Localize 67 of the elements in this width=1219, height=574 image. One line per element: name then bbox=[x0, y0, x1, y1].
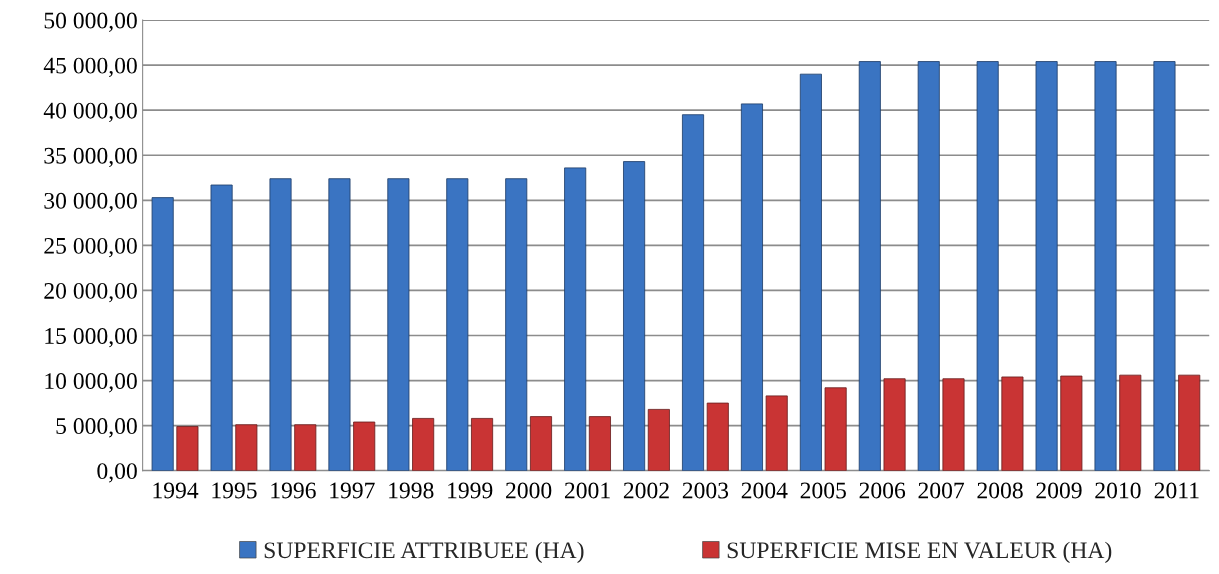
bar bbox=[623, 161, 646, 471]
bar bbox=[235, 424, 258, 471]
x-tick-label: 2009 bbox=[1036, 482, 1082, 499]
bar bbox=[588, 416, 611, 471]
bar bbox=[1178, 374, 1201, 471]
bar bbox=[765, 395, 788, 471]
bar bbox=[564, 167, 587, 471]
bar bbox=[1094, 61, 1117, 471]
y-tick-label: 0,00 bbox=[97, 463, 137, 483]
y-tick-label: 30 000,00 bbox=[44, 192, 137, 213]
bar bbox=[799, 73, 822, 471]
y-tick-label: 5 000,00 bbox=[56, 418, 137, 438]
x-tick-label: 2006 bbox=[859, 482, 906, 499]
bar bbox=[151, 197, 174, 471]
y-tick-label: 20 000,00 bbox=[44, 282, 137, 303]
y-tick-label: 50 000,00 bbox=[44, 12, 137, 32]
bar bbox=[682, 114, 705, 471]
bar bbox=[1153, 61, 1176, 471]
y-tick-label: 15 000,00 bbox=[45, 327, 137, 348]
legend-label: SUPERFICIE MISE EN VALEUR (HA) bbox=[727, 541, 1112, 564]
x-tick-label: 1996 bbox=[271, 482, 316, 499]
bar bbox=[942, 378, 965, 471]
bar bbox=[176, 426, 199, 471]
x-tick-label: 1999 bbox=[448, 482, 493, 499]
x-tick-label: 2001 bbox=[564, 482, 610, 499]
x-tick-label: 2007 bbox=[918, 482, 965, 499]
x-tick-label: 2010 bbox=[1095, 482, 1141, 499]
x-tick-label: 1995 bbox=[212, 482, 257, 499]
bar bbox=[740, 103, 763, 471]
bar bbox=[1001, 376, 1024, 471]
bar bbox=[412, 417, 435, 471]
bar bbox=[1060, 375, 1083, 471]
bar bbox=[353, 421, 376, 471]
bar bbox=[883, 378, 906, 471]
x-tick-label: 1997 bbox=[330, 482, 375, 499]
y-tick-label: 35 000,00 bbox=[44, 147, 137, 168]
bar bbox=[529, 416, 553, 471]
bar bbox=[858, 61, 881, 471]
bar bbox=[1119, 374, 1142, 471]
x-tick-label: 2000 bbox=[506, 482, 552, 499]
x-tick-label: 2003 bbox=[682, 482, 729, 499]
x-tick-label: 2005 bbox=[800, 482, 846, 499]
y-tick-label: 40 000,00 bbox=[43, 102, 137, 123]
y-tick-label: 45 000,00 bbox=[43, 57, 137, 77]
bar bbox=[328, 178, 351, 471]
bar bbox=[647, 408, 670, 471]
y-tick-label: 25 000,00 bbox=[44, 237, 137, 258]
bar bbox=[706, 402, 729, 471]
x-tick-label: 2004 bbox=[741, 482, 788, 499]
x-tick-label: 2002 bbox=[623, 482, 669, 499]
x-tick-label: 2011 bbox=[1154, 482, 1199, 499]
bar bbox=[824, 387, 847, 471]
bar bbox=[446, 178, 469, 471]
y-tick-label: 10 000,00 bbox=[45, 373, 137, 393]
bar bbox=[1035, 61, 1058, 471]
bar bbox=[917, 61, 940, 471]
bar bbox=[505, 178, 528, 471]
x-tick-label: 1994 bbox=[153, 482, 199, 499]
bar bbox=[387, 178, 410, 471]
bar bbox=[269, 178, 292, 471]
bar bbox=[210, 184, 233, 471]
x-tick-label: 1998 bbox=[389, 482, 434, 499]
bar bbox=[294, 424, 317, 471]
bar bbox=[471, 417, 494, 471]
bar bbox=[976, 61, 999, 471]
x-tick-label: 2008 bbox=[977, 482, 1023, 499]
legend-label: SUPERFICIE ATTRIBUEE (HA) bbox=[264, 541, 584, 564]
